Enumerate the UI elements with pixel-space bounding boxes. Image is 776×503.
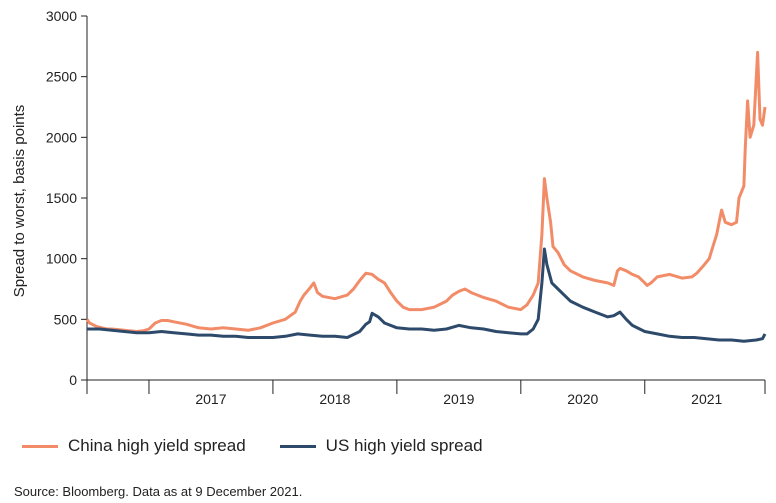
x-tick-label: 2020 [567, 391, 598, 407]
y-tick-label: 0 [69, 372, 77, 388]
legend-label-us: US high yield spread [325, 436, 483, 455]
legend-swatch-us [279, 444, 316, 448]
series-line-china [85, 50, 767, 333]
x-tick-label: 2019 [443, 391, 474, 407]
legend-swatch-china [22, 444, 58, 448]
y-axis-label: Spread to worst, basis points [11, 105, 28, 298]
legend-item-us: US high yield spread [279, 436, 483, 456]
y-tick-label: 1500 [46, 190, 77, 206]
series-layer [85, 50, 767, 343]
legend-label-china: China high yield spread [68, 436, 246, 455]
y-tick-label: 2500 [46, 69, 77, 85]
y-tick-label: 1000 [46, 251, 77, 267]
x-tick-label: 2018 [319, 391, 350, 407]
x-tick-label: 2017 [195, 391, 226, 407]
y-tick-label: 3000 [46, 8, 77, 24]
y-tick-label: 500 [54, 311, 78, 327]
legend: China high yield spread US high yield sp… [22, 436, 517, 456]
chart: 0 500 1000 1500 2000 2500 3000 2017 2018 2019 202… [11, 8, 767, 407]
legend-item-china: China high yield spread [22, 436, 246, 456]
y-tick-label: 2000 [46, 129, 77, 145]
x-tick-label: 2021 [691, 391, 722, 407]
x-axis: 2017 2018 2019 2020 2021 [86, 380, 766, 407]
source-note: Source: Bloomberg. Data as at 9 December… [14, 484, 303, 499]
series-line-us [87, 247, 767, 343]
y-axis: 0 500 1000 1500 2000 2500 3000 [46, 8, 87, 388]
